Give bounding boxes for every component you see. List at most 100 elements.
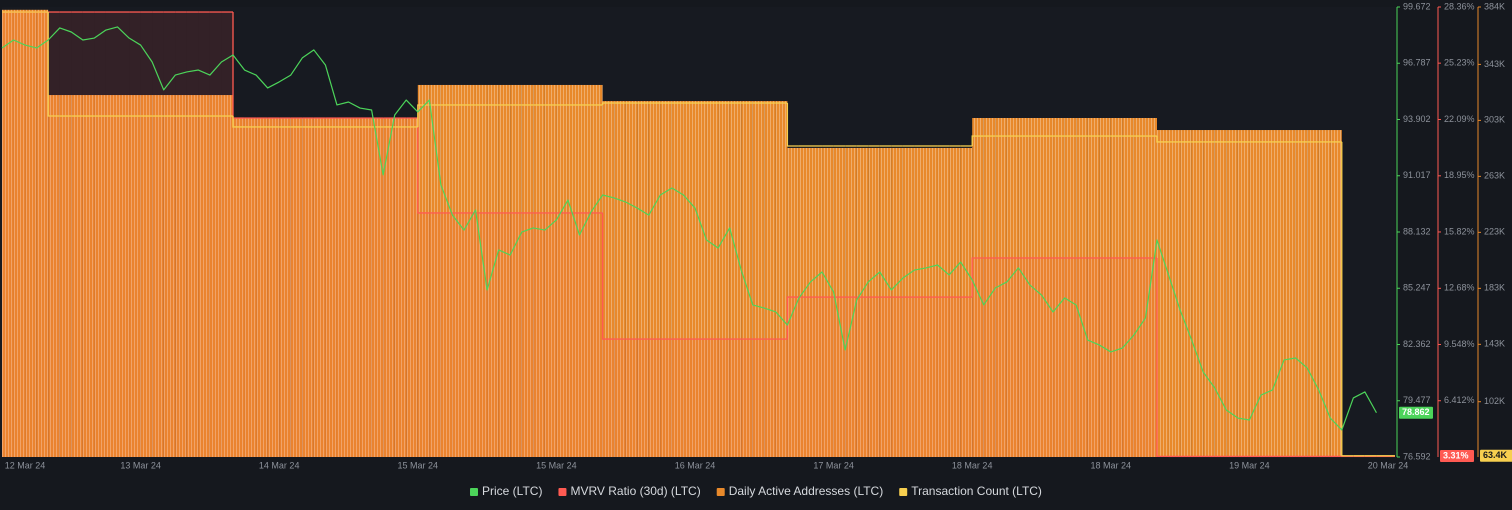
bar	[256, 117, 268, 457]
bar	[1122, 117, 1134, 457]
bar	[1099, 117, 1111, 457]
step-area	[302, 118, 314, 458]
step-area	[1053, 257, 1065, 457]
bar	[810, 147, 823, 458]
bar	[533, 84, 545, 457]
bar	[1110, 117, 1123, 457]
bar	[417, 84, 430, 457]
step-area	[71, 12, 83, 457]
y-tick-label: 28.36%	[1444, 1, 1475, 11]
legend-item: MVRV Ratio (30d) (LTC)	[558, 484, 701, 498]
step-area	[221, 12, 233, 457]
bar	[660, 101, 672, 458]
y-tick-label: 93.902	[1403, 114, 1431, 124]
bar	[82, 95, 95, 457]
step-area	[718, 339, 730, 457]
bar	[498, 84, 511, 457]
step-area	[1041, 257, 1054, 457]
step-area	[186, 12, 199, 457]
bar	[1006, 117, 1019, 457]
step-area	[464, 212, 476, 457]
bar	[13, 9, 26, 457]
y-tick-label: 12.68%	[1444, 283, 1475, 293]
step-area	[267, 118, 280, 458]
step-area	[25, 12, 37, 457]
y-tick-label: 343K	[1484, 59, 1505, 69]
bar	[348, 117, 361, 457]
step-line	[1156, 136, 1169, 143]
bar	[440, 84, 453, 457]
step-area	[914, 297, 926, 457]
step-area	[244, 118, 257, 458]
step-area	[949, 297, 961, 457]
step-area	[82, 12, 95, 457]
legend-swatch	[716, 488, 725, 496]
step-area	[591, 212, 603, 457]
step-area	[695, 339, 707, 457]
legend-swatch	[558, 488, 567, 496]
step-area	[394, 118, 407, 458]
legend-item: Transaction Count (LTC)	[899, 484, 1042, 498]
y-tick-label: 91.017	[1403, 170, 1431, 180]
bar	[1145, 117, 1157, 457]
bar	[94, 95, 106, 457]
bar	[1307, 130, 1319, 457]
step-area	[671, 339, 684, 457]
step-area	[706, 339, 719, 457]
y-tick-label: 88.132	[1403, 226, 1431, 236]
bar	[383, 117, 395, 457]
legend-item: Daily Active Addresses (LTC)	[716, 484, 884, 498]
step-area	[602, 339, 615, 457]
step-area	[371, 118, 384, 458]
step-area	[960, 297, 973, 457]
bar	[868, 147, 880, 458]
bar	[1295, 130, 1308, 457]
step-area	[94, 12, 106, 457]
y-tick-label: 22.09%	[1444, 114, 1475, 124]
step-area	[845, 297, 857, 457]
legend-label: Transaction Count (LTC)	[911, 484, 1042, 498]
legend: Price (LTC) MVRV Ratio (30d) (LTC) Daily A…	[470, 484, 1042, 498]
bar	[1284, 130, 1296, 457]
bar	[1214, 130, 1227, 457]
bar	[325, 117, 337, 457]
step-area	[648, 339, 661, 457]
step-area	[475, 212, 488, 457]
step-area	[891, 297, 903, 457]
value-badge	[1480, 449, 1512, 462]
bar	[290, 117, 303, 457]
step-line	[47, 12, 60, 117]
y-tick-label: 303K	[1484, 115, 1505, 125]
bar	[71, 95, 83, 457]
step-area	[995, 257, 1007, 457]
bar	[671, 101, 684, 458]
bar	[336, 117, 349, 457]
bar	[625, 101, 638, 458]
step-area	[510, 212, 522, 457]
y-tick-label: 6.412%	[1444, 395, 1475, 405]
bar	[729, 101, 742, 458]
step-area	[360, 118, 372, 458]
y-tick-label: 96.787	[1403, 58, 1431, 68]
step-area	[2, 12, 14, 457]
bar	[1064, 117, 1077, 457]
y-tick-label: 15.82%	[1444, 226, 1475, 236]
bar	[371, 117, 384, 457]
step-area	[1099, 257, 1111, 457]
value-badge	[1440, 450, 1474, 462]
bar	[752, 101, 765, 458]
bar	[1226, 130, 1238, 457]
step-area	[406, 118, 418, 458]
bar	[1076, 117, 1088, 457]
step-area	[810, 297, 823, 457]
step-area	[48, 12, 60, 457]
step-area	[440, 212, 453, 457]
step-line	[1156, 257, 1169, 458]
bar	[140, 95, 153, 457]
legend-label: Daily Active Addresses (LTC)	[729, 484, 884, 498]
bar	[1203, 130, 1215, 457]
step-area	[117, 12, 130, 457]
value-badge	[1399, 406, 1433, 419]
legend-swatch	[899, 488, 908, 496]
y-tick-label: 99.672	[1403, 1, 1431, 11]
